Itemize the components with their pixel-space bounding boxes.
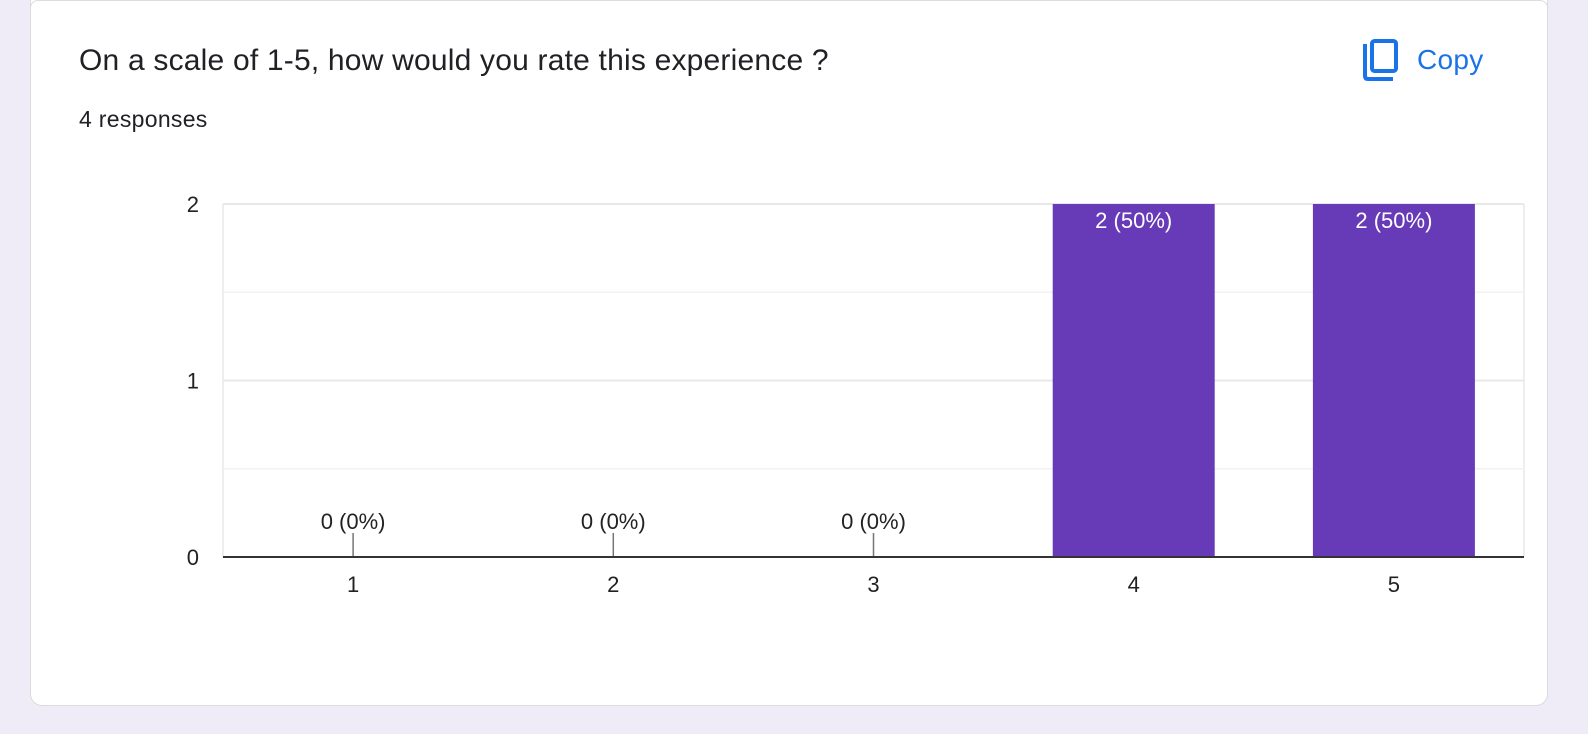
bar-value-label: 0 (0%) xyxy=(581,509,646,534)
copy-label: Copy xyxy=(1417,44,1484,75)
y-tick-label: 1 xyxy=(187,369,199,394)
y-tick-label: 2 xyxy=(187,192,199,217)
bar xyxy=(1052,204,1215,557)
question-card: On a scale of 1-5, how would you rate th… xyxy=(30,0,1548,706)
x-tick-label: 1 xyxy=(347,572,359,597)
x-tick-label: 5 xyxy=(1388,572,1400,597)
bar-value-label: 2 (50%) xyxy=(1355,208,1432,233)
chart-gridlines xyxy=(222,203,1525,557)
copy-icon xyxy=(1363,39,1399,81)
response-count: 4 responses xyxy=(79,106,208,132)
response-bar-chart: 0 1 2 0 (0%) 1 0 (0%) 2 0 (0%) 3 2 (50%) 4 2 (50%) 5 xyxy=(187,192,1525,597)
y-tick-label: 0 xyxy=(187,545,199,570)
chart-labels: 0 1 2 0 (0%) 1 0 (0%) 2 0 (0%) 3 2 (50%) 4 2 (50%) 5 xyxy=(187,192,1433,597)
question-title: On a scale of 1-5, how would you rate th… xyxy=(79,44,829,77)
bar-value-label: 0 (0%) xyxy=(321,509,386,534)
x-tick-label: 4 xyxy=(1128,572,1140,597)
x-tick-label: 3 xyxy=(867,572,879,597)
bar xyxy=(1312,204,1475,557)
chart-bars xyxy=(352,204,1475,557)
bar-value-label: 0 (0%) xyxy=(841,509,906,534)
copy-button[interactable]: Copy xyxy=(1353,34,1494,86)
x-tick-label: 2 xyxy=(607,572,619,597)
bar-value-label: 2 (50%) xyxy=(1095,208,1172,233)
